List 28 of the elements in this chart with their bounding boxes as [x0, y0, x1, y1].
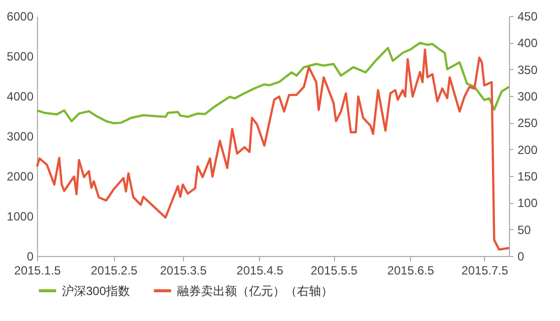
y2-tick-label: 50: [518, 222, 532, 237]
y2-tick-label: 300: [518, 90, 538, 104]
y2-tick-label: 150: [518, 170, 538, 184]
line-series: [36, 42, 510, 124]
y-tick-label: 1000: [6, 210, 34, 224]
y-tick-label: 4000: [6, 90, 34, 104]
legend-label: 沪深300指数: [62, 284, 130, 298]
y2-tick-label: 0: [518, 250, 524, 264]
y2-tick-label: 200: [518, 142, 538, 157]
y-tick-label: 2000: [6, 170, 34, 184]
x-tick-label: 2015.3.5: [160, 264, 207, 278]
x-tick-label: 2015.5.5: [310, 264, 358, 278]
x-tick-label: 2015.2.5: [90, 264, 138, 278]
x-tick-label: 2015.4.5: [236, 264, 284, 278]
y2-tick-label: 350: [518, 62, 538, 77]
x-tick-label: 2015.1.5: [14, 264, 62, 278]
y-tick-label: 0: [26, 250, 34, 264]
line-series: [36, 48, 510, 251]
x-tick-label: 2015.7.5: [461, 264, 508, 278]
legend-label: 融券卖出额（亿元）（右轴）: [177, 284, 333, 298]
y-tick-label: 3000: [6, 130, 34, 144]
y-tick-label: 6000: [6, 10, 34, 24]
y2-tick-label: 450: [518, 10, 538, 24]
y2-tick-label: 400: [518, 36, 538, 50]
x-tick-label: 2015.6.5: [387, 264, 434, 278]
y2-tick-label: 250: [518, 116, 538, 130]
y-tick-label: 5000: [6, 50, 34, 64]
y2-tick-label: 100: [518, 196, 538, 210]
